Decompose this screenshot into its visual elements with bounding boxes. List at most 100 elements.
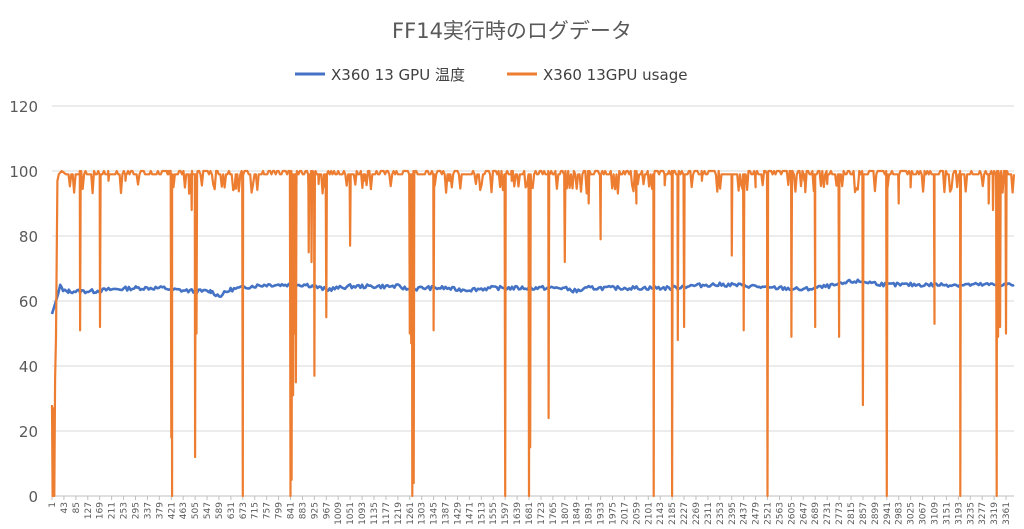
x-tick-label: 1555 <box>489 502 499 525</box>
x-tick-label: 2731 <box>823 502 833 525</box>
x-tick-label: 1933 <box>597 502 607 525</box>
x-tick-label: 1345 <box>430 502 440 525</box>
x-tick-label: 1807 <box>561 502 571 525</box>
x-tick-label: 211 <box>108 502 118 519</box>
x-tick-label: 379 <box>155 502 165 519</box>
series-line-gpu-usage <box>50 169 1016 498</box>
x-tick-label: 3109 <box>930 502 940 525</box>
x-tick-label: 1135 <box>370 502 380 525</box>
x-tick-label: 631 <box>227 502 237 519</box>
x-tick-label: 3025 <box>907 502 917 525</box>
series-layer <box>50 169 1016 498</box>
legend: X360 13 GPU 温度 X360 13GPU usage <box>295 66 687 84</box>
x-tick-label: 883 <box>298 502 308 519</box>
x-tick-label: 2899 <box>871 502 881 525</box>
y-tick-label: 40 <box>19 358 38 376</box>
x-tick-label: 1681 <box>525 502 535 525</box>
x-tick-label: 2101 <box>644 502 654 525</box>
x-tick-label: 1765 <box>549 502 559 525</box>
x-tick-label: 1387 <box>442 502 452 525</box>
y-tick-label: 20 <box>19 423 38 441</box>
x-tick-label: 421 <box>167 502 177 519</box>
x-tick-label: 841 <box>287 502 297 519</box>
x-tick-label: 3319 <box>990 502 1000 525</box>
x-tick-label: 1051 <box>346 502 356 525</box>
x-tick-label: 2311 <box>704 502 714 525</box>
x-tick-label: 1009 <box>334 502 344 525</box>
x-tick-label: 1 <box>48 502 58 508</box>
x-tick-label: 3067 <box>919 502 929 525</box>
x-tick-label: 799 <box>275 502 285 519</box>
x-tick-label: 2353 <box>716 502 726 525</box>
x-tick-label: 463 <box>179 502 189 519</box>
y-tick-label: 80 <box>19 228 38 246</box>
x-tick-label: 2773 <box>835 502 845 525</box>
x-tick-label: 1177 <box>382 502 392 525</box>
x-tick-label: 253 <box>120 502 130 519</box>
x-tick-label: 1849 <box>573 502 583 525</box>
x-tick-label: 1975 <box>609 502 619 525</box>
x-tick-label: 2647 <box>799 502 809 525</box>
x-tick-label: 505 <box>191 502 201 519</box>
x-axis: 1 43 85 127 169 211 253 295 337 379 421 463 505 547 58… <box>48 496 1012 525</box>
x-tick-label: 757 <box>263 502 273 519</box>
x-tick-label: 1513 <box>477 502 487 525</box>
y-axis: 0 20 40 60 80 100 120 <box>9 98 38 506</box>
x-tick-label: 337 <box>143 502 153 519</box>
x-tick-label: 1219 <box>394 502 404 525</box>
x-tick-label: 589 <box>215 502 225 519</box>
x-tick-label: 2143 <box>656 502 666 525</box>
x-tick-label: 2479 <box>752 502 762 525</box>
chart-title: FF14実行時のログデータ <box>392 19 632 43</box>
x-tick-label: 1471 <box>465 502 475 525</box>
x-tick-label: 1639 <box>513 502 523 525</box>
x-tick-label: 2689 <box>811 502 821 525</box>
x-tick-label: 2437 <box>740 502 750 525</box>
x-tick-label: 2857 <box>859 502 869 525</box>
x-tick-label: 1597 <box>501 502 511 525</box>
x-tick-label: 2017 <box>620 502 630 525</box>
y-tick-label: 0 <box>28 488 38 506</box>
x-tick-label: 2941 <box>883 502 893 525</box>
x-tick-label: 295 <box>131 502 141 519</box>
y-tick-label: 60 <box>19 293 38 311</box>
x-tick-label: 1891 <box>585 502 595 525</box>
x-tick-label: 2605 <box>787 502 797 525</box>
x-tick-label: 673 <box>239 502 249 519</box>
legend-label-temp: X360 13 GPU 温度 <box>331 66 465 84</box>
x-tick-label: 3277 <box>978 502 988 525</box>
x-tick-label: 967 <box>322 502 332 519</box>
x-tick-label: 1429 <box>453 502 463 525</box>
x-tick-label: 3193 <box>954 502 964 525</box>
x-tick-label: 1093 <box>358 502 368 525</box>
x-tick-label: 3361 <box>1002 502 1012 525</box>
x-tick-label: 2185 <box>668 502 678 525</box>
x-tick-label: 127 <box>84 502 94 519</box>
x-tick-label: 3235 <box>966 502 976 525</box>
x-tick-label: 2227 <box>680 502 690 525</box>
x-tick-label: 43 <box>60 502 70 513</box>
x-tick-label: 2521 <box>764 502 774 525</box>
x-tick-label: 2269 <box>692 502 702 525</box>
x-tick-label: 2815 <box>847 502 857 525</box>
x-tick-label: 715 <box>251 502 261 519</box>
legend-label-usage: X360 13GPU usage <box>543 66 687 84</box>
gridlines <box>52 105 1014 497</box>
x-tick-label: 3151 <box>942 502 952 525</box>
series-line-gpu-temp <box>50 278 1015 315</box>
x-tick-label: 1723 <box>537 502 547 525</box>
x-tick-label: 85 <box>72 502 82 513</box>
x-tick-label: 1261 <box>406 502 416 525</box>
x-tick-label: 925 <box>310 502 320 519</box>
y-tick-label: 120 <box>9 98 38 116</box>
x-tick-label: 169 <box>96 502 106 519</box>
y-tick-label: 100 <box>9 163 38 181</box>
x-tick-label: 1303 <box>418 502 428 525</box>
x-tick-label: 2983 <box>895 502 905 525</box>
x-tick-label: 547 <box>203 502 213 519</box>
x-tick-label: 2395 <box>728 502 738 525</box>
x-tick-label: 2059 <box>632 502 642 525</box>
x-tick-label: 2563 <box>775 502 785 525</box>
